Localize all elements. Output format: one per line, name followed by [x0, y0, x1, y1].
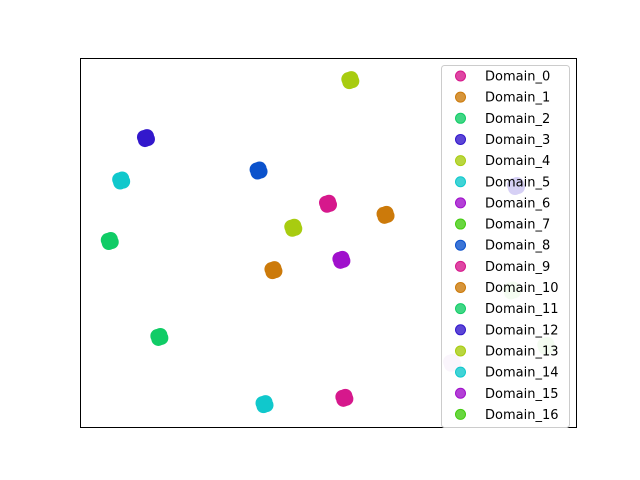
domain-2-point [100, 232, 119, 251]
legend-marker-domain-12 [455, 324, 466, 336]
legend-label-domain-13: Domain_13 [485, 344, 559, 359]
legend-label-domain-4: Domain_4 [485, 154, 550, 169]
legend-label-domain-3: Domain_3 [485, 133, 550, 148]
domain-0-point-dot [322, 194, 336, 209]
legend-box [441, 65, 570, 428]
domain-0-point-dot [338, 388, 353, 403]
domain-3-point [136, 129, 155, 148]
domain-1-point [376, 205, 395, 224]
legend-label-domain-15: Domain_15 [485, 387, 559, 402]
domain-5-point [112, 171, 131, 190]
legend-label-domain-7: Domain_7 [485, 218, 550, 233]
legend-label-domain-2: Domain_2 [485, 112, 550, 127]
domain-4-point-dot [344, 71, 359, 86]
domain-5-point [255, 395, 274, 414]
legend-marker-domain-5 [455, 176, 466, 188]
domain-0-point [335, 388, 354, 407]
legend-label-domain-12: Domain_12 [485, 323, 559, 338]
plot-area-frame [80, 58, 577, 428]
legend-marker-domain-6 [455, 197, 466, 209]
legend-label-domain-11: Domain_11 [485, 302, 559, 317]
legend-label-domain-5: Domain_5 [485, 175, 550, 190]
domain-1-point [264, 261, 283, 280]
domain-1-point-dot [267, 261, 282, 276]
legend-marker-domain-14 [455, 366, 466, 378]
legend-marker-domain-3 [455, 133, 466, 145]
domain-8-point [249, 161, 268, 180]
legend-marker-domain-11 [455, 303, 466, 315]
legend-marker-domain-15 [455, 387, 466, 399]
domain-5-point-dot [258, 395, 273, 410]
domain-5-point-dot [115, 171, 130, 186]
legend-label-domain-8: Domain_8 [485, 239, 550, 254]
legend-marker-domain-10 [455, 282, 466, 293]
domain-3-point-dot [139, 129, 154, 144]
domain-6-point [332, 250, 351, 269]
legend-marker-domain-13 [455, 345, 466, 357]
legend-marker-domain-7 [455, 218, 466, 230]
legend-label-domain-10: Domain_10 [485, 281, 559, 296]
domain-6-point-dot [335, 250, 350, 265]
legend-label-domain-1: Domain_1 [485, 91, 550, 106]
domain-4-point-dot [287, 218, 302, 233]
legend-label-domain-16: Domain_16 [485, 408, 559, 423]
legend-label-domain-6: Domain_6 [485, 196, 550, 211]
domain-8-point-dot [252, 161, 267, 176]
domain-1-point-dot [379, 205, 394, 220]
legend-marker-domain-2 [455, 112, 466, 124]
legend-label-domain-14: Domain_14 [485, 366, 559, 381]
legend-marker-domain-4 [455, 155, 466, 167]
legend-marker-domain-16 [455, 408, 466, 420]
legend-marker-domain-8 [455, 239, 466, 251]
legend-marker-domain-9 [455, 260, 466, 272]
legend-label-domain-9: Domain_9 [485, 260, 550, 275]
domain-0-point [319, 194, 337, 213]
domain-2-point-dot [153, 327, 168, 342]
domain-4-point [284, 218, 303, 237]
legend-marker-domain-0 [455, 70, 466, 82]
legend-label-domain-0: Domain_0 [485, 70, 550, 85]
legend-marker-domain-1 [455, 91, 466, 103]
domain-2-point-dot [103, 232, 118, 247]
domain-2-point [150, 327, 169, 346]
legend: Domain_0 Domain_1 Domain_2 Domain_3 Domain_4… [441, 65, 570, 428]
domain-4-point [341, 71, 360, 90]
